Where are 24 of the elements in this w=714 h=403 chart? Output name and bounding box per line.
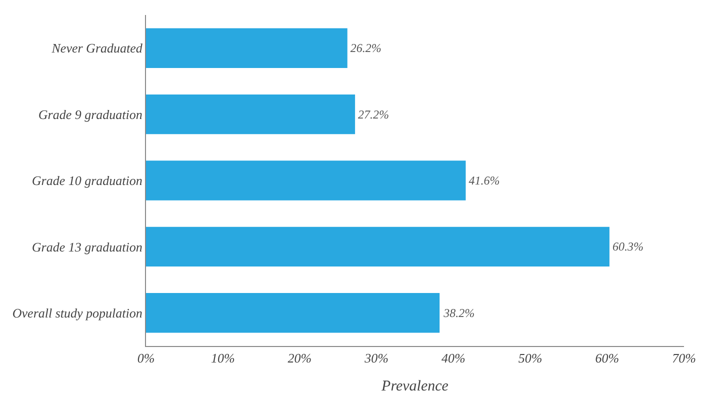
data-label: 38.2% bbox=[442, 306, 475, 320]
bar bbox=[146, 28, 348, 68]
data-label: 26.2% bbox=[350, 41, 382, 56]
x-tick-label: 50% bbox=[518, 350, 542, 366]
bar bbox=[146, 293, 440, 333]
data-label: 41.6% bbox=[468, 174, 500, 188]
y-tick-label: Overall study population bbox=[12, 305, 142, 320]
x-axis-title: Prevalence bbox=[380, 378, 449, 395]
y-tick-label: Grade 9 graduation bbox=[38, 106, 142, 122]
bar bbox=[146, 160, 466, 200]
x-tick-label: 60% bbox=[595, 350, 620, 366]
x-tick-label: 0% bbox=[137, 350, 155, 366]
x-tick-label: 30% bbox=[364, 350, 389, 366]
x-tick-label: 10% bbox=[210, 350, 235, 366]
data-label: 60.3% bbox=[612, 240, 644, 254]
bar bbox=[146, 94, 356, 134]
x-tick-label: 40% bbox=[442, 350, 466, 366]
x-tick-label: 20% bbox=[288, 350, 312, 366]
data-label: 27.2% bbox=[358, 107, 390, 122]
x-tick-label: 70% bbox=[672, 350, 696, 366]
bar bbox=[146, 226, 610, 267]
y-tick-label: Grade 10 graduation bbox=[32, 173, 142, 188]
y-tick-label: Never Graduated bbox=[50, 40, 143, 56]
y-tick-label: Grade 13 graduation bbox=[32, 239, 142, 254]
